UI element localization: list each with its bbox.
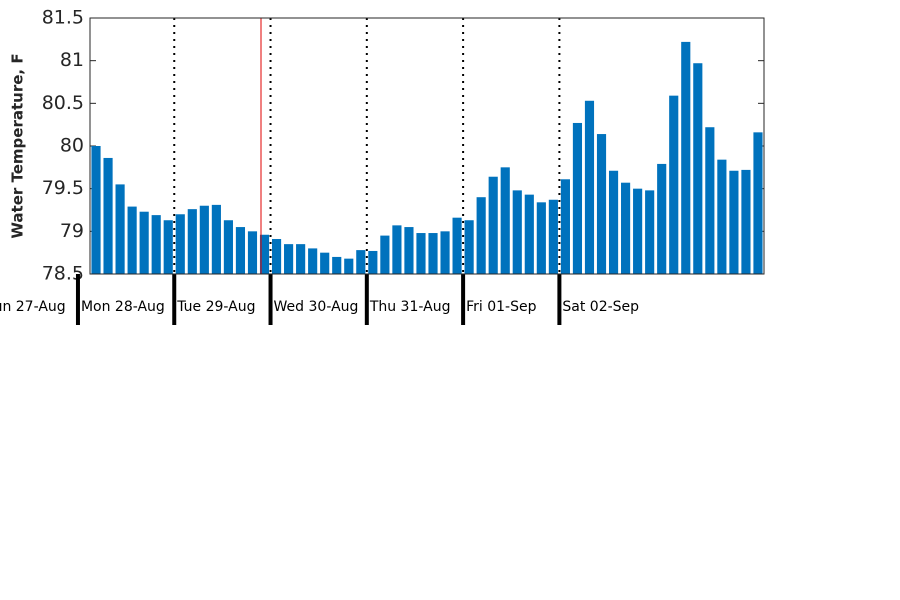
bar	[633, 188, 643, 274]
bar	[259, 234, 270, 274]
day-label: Tue 29-Aug	[176, 299, 255, 315]
bar	[621, 182, 631, 274]
bar	[151, 215, 161, 274]
bar	[404, 227, 414, 274]
bar	[452, 217, 462, 274]
bar	[753, 132, 763, 274]
bar	[271, 239, 282, 274]
bar	[488, 176, 498, 274]
bar	[368, 250, 378, 274]
bar	[284, 244, 294, 274]
bar	[187, 209, 197, 274]
bar	[729, 170, 739, 274]
bar	[344, 258, 354, 274]
bar	[139, 211, 149, 274]
y-tick-label: 80.5	[42, 92, 84, 114]
day-label: Sat 02-Sep	[562, 299, 639, 315]
bar	[645, 190, 655, 274]
bar	[127, 206, 137, 274]
bar	[223, 220, 233, 274]
bar	[416, 233, 426, 274]
bar	[657, 163, 667, 274]
y-tick-label: 79	[60, 220, 84, 242]
bar	[705, 127, 715, 274]
bar	[572, 122, 583, 275]
bar	[464, 220, 474, 274]
bar	[608, 170, 619, 274]
bar	[717, 159, 727, 274]
bar	[669, 95, 679, 274]
bar	[199, 205, 209, 274]
y-tick-label: 81	[60, 49, 84, 71]
bar	[440, 231, 450, 274]
bar	[115, 184, 125, 274]
bar	[175, 214, 185, 274]
bar	[91, 146, 101, 274]
bar	[500, 167, 510, 274]
bar	[296, 244, 306, 274]
bar	[584, 100, 595, 274]
bar	[741, 169, 751, 274]
y-tick-label: 80	[60, 135, 84, 157]
day-label: Wed 30-Aug	[274, 299, 359, 315]
bar	[103, 157, 113, 274]
y-tick-label: 81.5	[42, 7, 84, 29]
bar	[428, 233, 438, 274]
bar	[392, 225, 402, 274]
bar	[163, 220, 173, 274]
bar	[681, 41, 691, 274]
bar	[693, 63, 703, 274]
bar	[356, 250, 366, 274]
bar	[476, 197, 486, 274]
y-axis-label: Water Temperature, F	[9, 53, 27, 238]
bar	[308, 248, 318, 274]
bar	[320, 252, 330, 274]
y-tick-label: 79.5	[42, 177, 84, 199]
bar	[596, 134, 607, 274]
bar	[560, 179, 570, 274]
bar	[380, 235, 390, 274]
bar	[548, 199, 558, 274]
bar	[211, 204, 221, 274]
day-label: Fri 01-Sep	[466, 299, 536, 315]
bar	[247, 231, 258, 274]
bar	[332, 256, 342, 274]
day-label: Thu 31-Aug	[369, 299, 451, 315]
bar	[536, 202, 546, 274]
plot-frame	[89, 17, 765, 275]
bar	[512, 190, 522, 274]
y-tick-label: 78.5	[42, 263, 84, 285]
bar	[524, 194, 534, 274]
day-label: Sun 27-Aug	[0, 299, 66, 315]
day-label: Mon 28-Aug	[81, 299, 165, 315]
bar	[235, 227, 246, 274]
